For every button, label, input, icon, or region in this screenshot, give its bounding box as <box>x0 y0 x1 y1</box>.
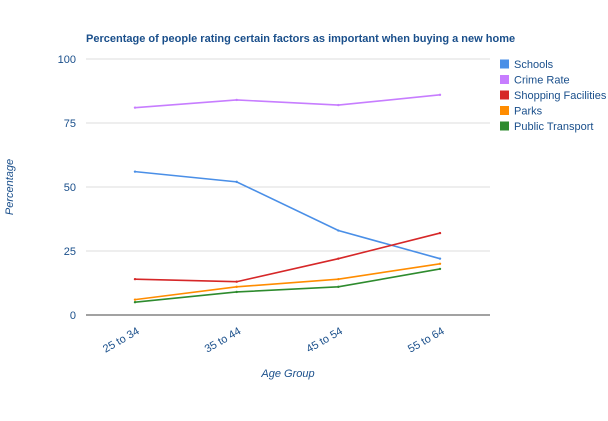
y-tick-label: 50 <box>64 182 76 194</box>
legend-label: Schools <box>514 59 554 71</box>
x-axis-ticks: 25 to 34 35 to 44 45 to 54 55 to 64 <box>101 325 446 355</box>
data-point <box>438 257 442 260</box>
series-line-4 <box>134 268 441 303</box>
data-point <box>337 257 340 260</box>
legend-label: Crime Rate <box>514 75 570 87</box>
data-point <box>438 231 442 235</box>
legend-swatch <box>500 121 509 131</box>
data-point <box>337 103 340 107</box>
x-tick-label: 45 to 54 <box>304 325 344 355</box>
data-point <box>133 170 137 173</box>
x-tick-label: 25 to 34 <box>101 325 141 355</box>
legend-swatch <box>500 90 509 100</box>
data-point <box>235 285 238 289</box>
data-point <box>438 267 442 271</box>
data-point <box>133 277 137 281</box>
legend-swatch <box>500 106 509 115</box>
legend-swatch <box>500 75 509 84</box>
y-tick-label: 25 <box>64 246 76 258</box>
data-point <box>337 277 340 281</box>
legend-label: Public Transport <box>514 121 593 133</box>
series-line-2 <box>134 232 441 283</box>
series-lines <box>133 93 442 304</box>
data-point <box>438 93 442 97</box>
legend-label: Parks <box>514 106 543 118</box>
series-line-0 <box>134 170 441 260</box>
gridlines <box>86 58 490 316</box>
legend-swatch <box>500 59 509 69</box>
series-line-3 <box>134 263 441 301</box>
data-point <box>133 301 137 304</box>
data-point <box>235 280 238 283</box>
x-axis-label: Age Group <box>260 368 314 380</box>
data-point <box>235 290 238 294</box>
y-tick-label: 100 <box>58 54 76 66</box>
data-point <box>337 285 340 289</box>
y-tick-label: 0 <box>70 310 76 322</box>
y-axis-label: Percentage <box>4 159 16 215</box>
series-line-1 <box>134 94 441 109</box>
x-tick-label: 35 to 44 <box>203 325 243 355</box>
data-point <box>133 106 137 109</box>
legend-label: Shopping Facilities <box>514 90 607 102</box>
data-point <box>438 262 442 265</box>
y-tick-label: 75 <box>64 118 76 130</box>
legend: Schools Crime Rate Shopping Facilities Park… <box>500 59 607 133</box>
x-tick-label: 55 to 64 <box>406 325 446 355</box>
data-point <box>235 98 238 102</box>
data-point <box>133 298 137 301</box>
chart-title: Percentage of people rating certain fact… <box>86 33 515 45</box>
data-point <box>337 229 340 232</box>
data-point <box>235 180 238 184</box>
y-axis-ticks: 0 25 50 75 100 <box>58 54 76 322</box>
